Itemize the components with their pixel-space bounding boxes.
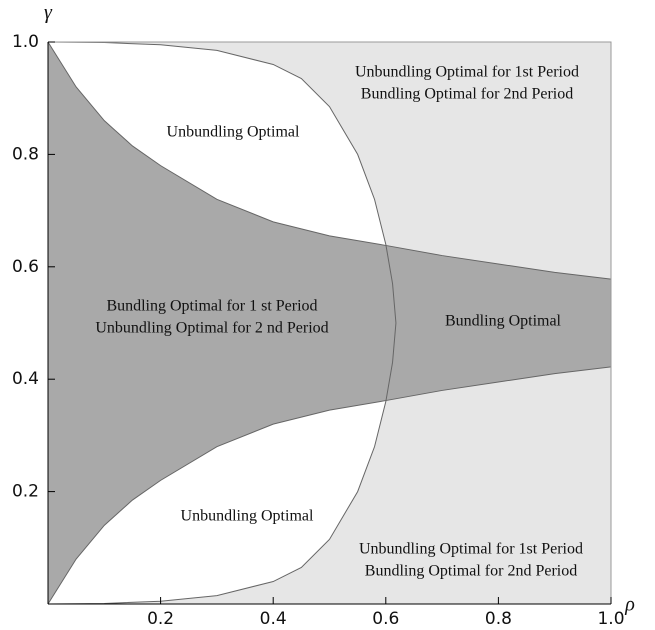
region-label: Bundling Optimal for 2nd Period bbox=[361, 86, 573, 103]
x-tick-label: 0.4 bbox=[260, 609, 287, 629]
y-tick-label: 1.0 bbox=[12, 32, 39, 52]
region-label: Unbundling Optimal for 1st Period bbox=[359, 541, 583, 558]
y-tick-label: 0.2 bbox=[12, 482, 39, 502]
region-label: Unbundling Optimal bbox=[167, 124, 300, 141]
frame bbox=[48, 41, 612, 604]
x-tick-label: 1.0 bbox=[597, 609, 624, 629]
y-axis-label: γ bbox=[44, 2, 53, 24]
x-tick-label: 0.8 bbox=[485, 609, 512, 629]
boundary-curve bbox=[47, 366, 612, 605]
y-tick-label: 0.8 bbox=[12, 144, 39, 164]
region-label: Unbundling Optimal for 2 nd Period bbox=[95, 320, 328, 337]
x-axis-label: ρ bbox=[624, 594, 635, 616]
region-label: Bundling Optimal for 1 st Period bbox=[106, 298, 317, 315]
region-label: Bundling Optimal for 2nd Period bbox=[365, 563, 577, 580]
region-label: Unbundling Optimal bbox=[181, 508, 314, 525]
boundary-curve bbox=[47, 41, 397, 605]
boundary-curve bbox=[47, 41, 612, 280]
y-tick-label: 0.6 bbox=[12, 257, 39, 277]
x-tick-label: 0.6 bbox=[372, 609, 399, 629]
y-tick-label: 0.4 bbox=[12, 369, 39, 389]
region-label: Bundling Optimal bbox=[445, 313, 562, 330]
x-tick-label: 0.2 bbox=[147, 609, 174, 629]
region-label: Unbundling Optimal for 1st Period bbox=[355, 64, 579, 81]
